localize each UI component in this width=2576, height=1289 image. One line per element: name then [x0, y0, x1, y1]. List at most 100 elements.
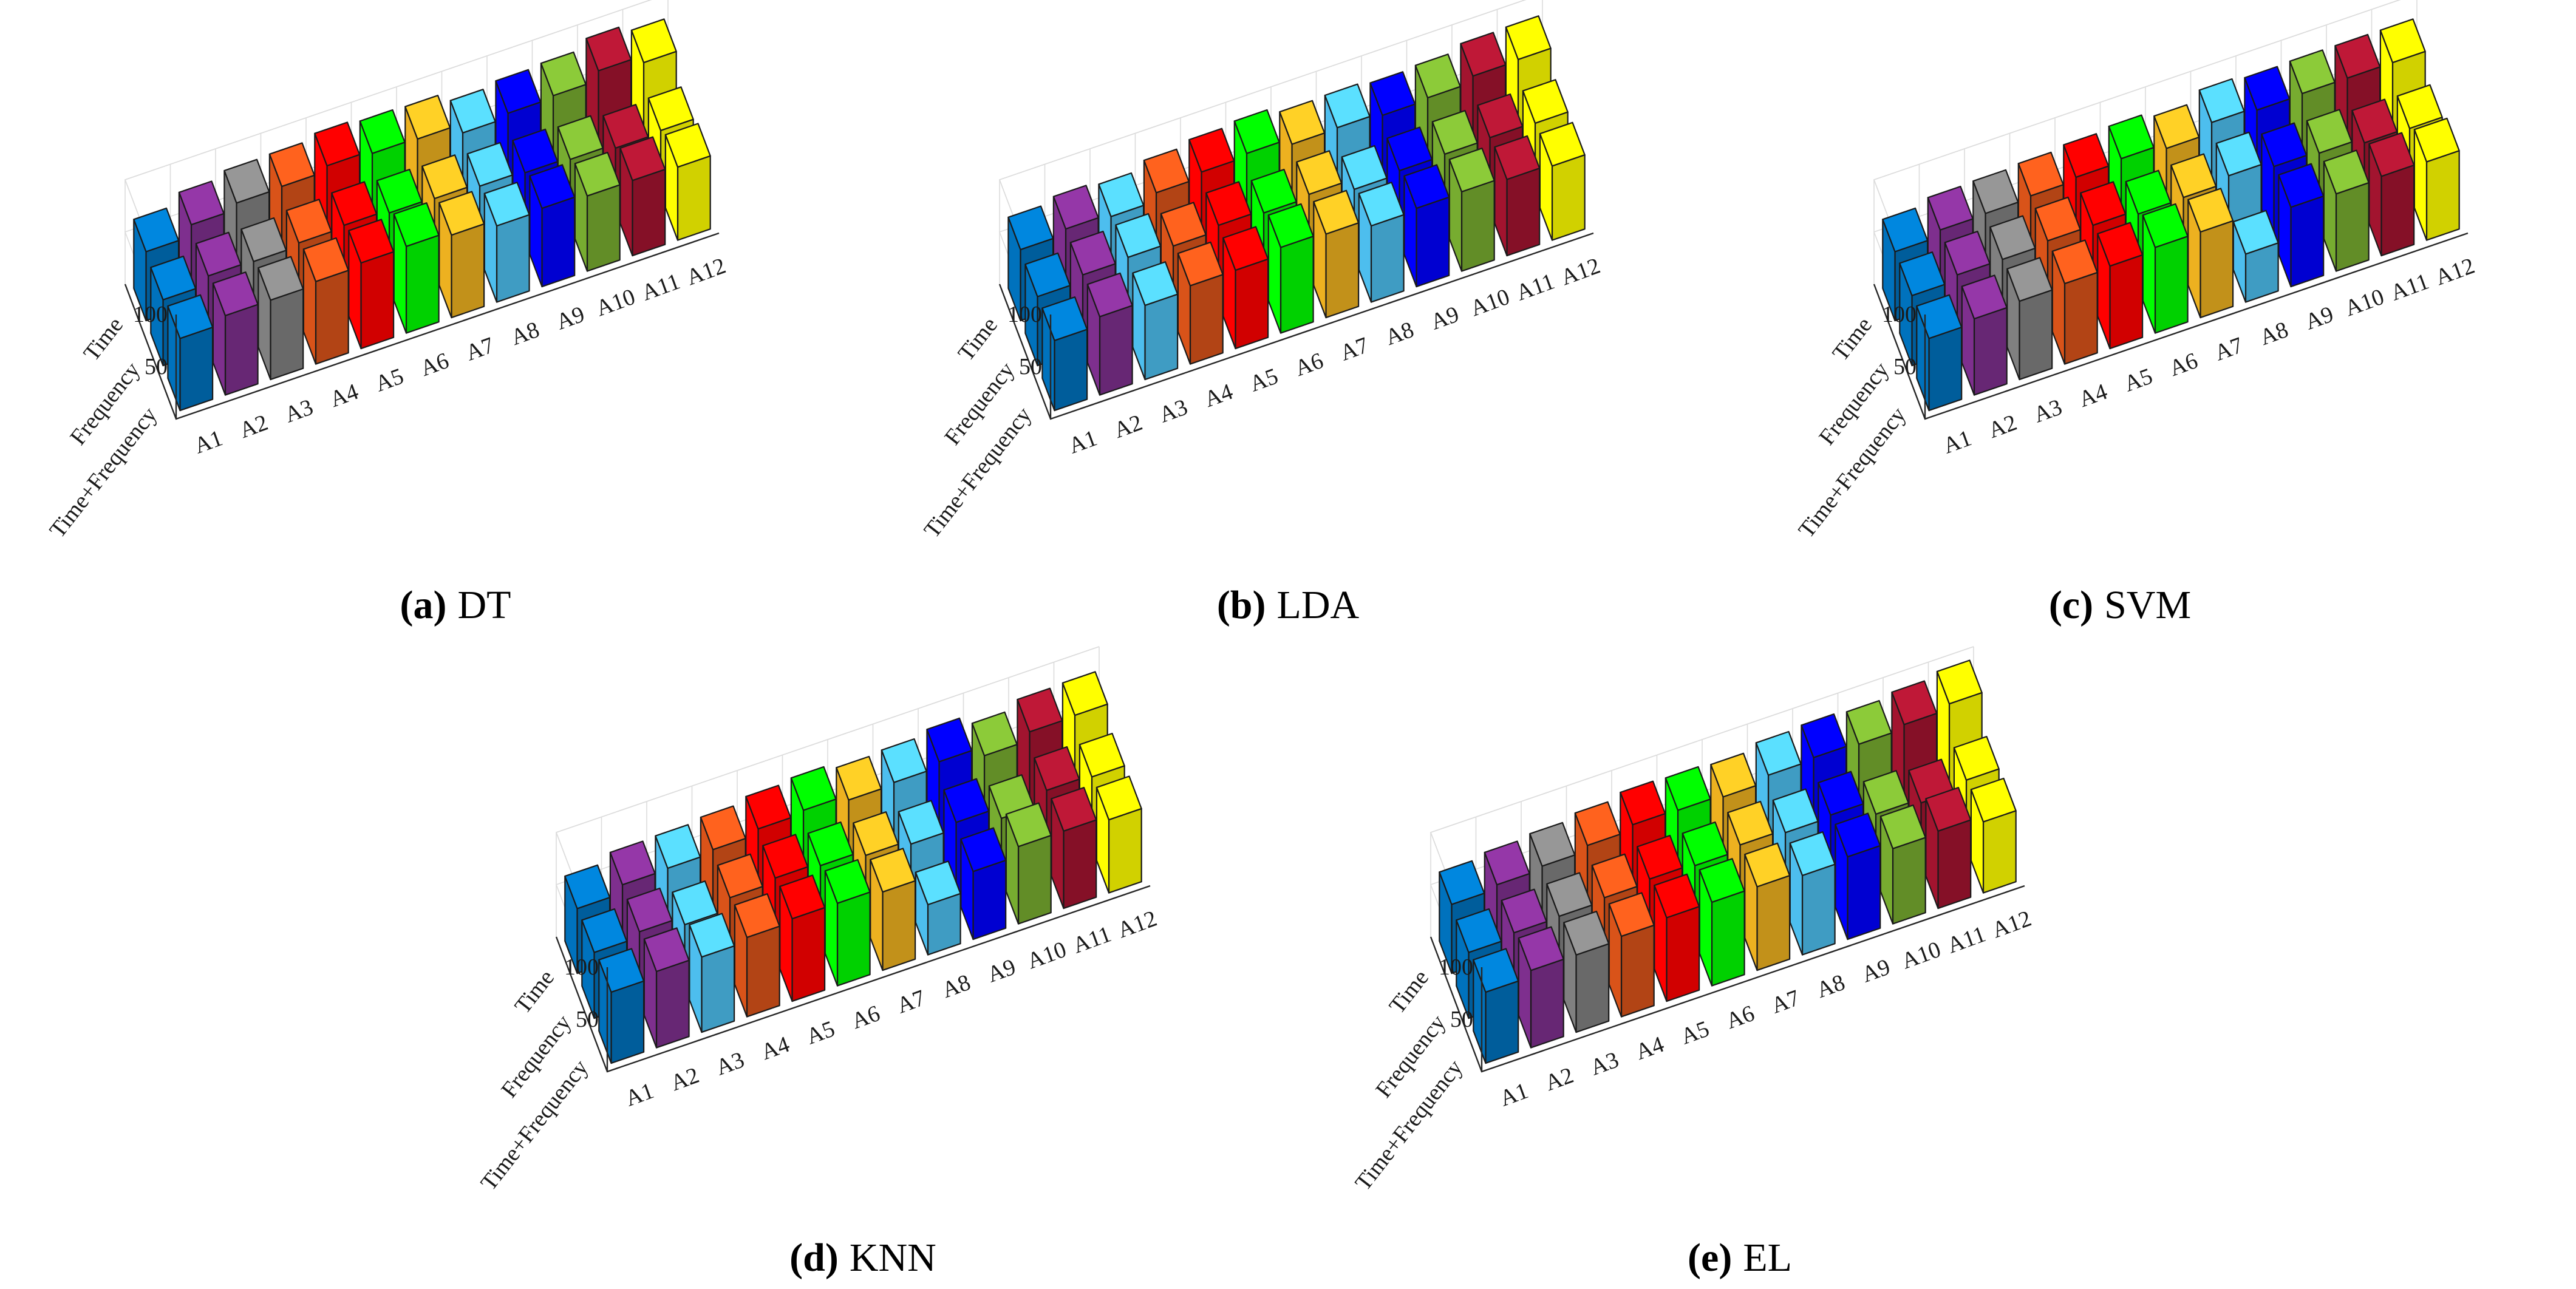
bar-top-face — [540, 51, 587, 97]
bar — [1879, 804, 1926, 925]
z-tick-label: 50 — [1450, 1007, 1473, 1032]
bar-top-face — [2108, 114, 2155, 160]
category-tick-label: A6 — [1723, 1001, 1758, 1034]
bar-top-face — [717, 853, 763, 899]
category-tick-label: A12 — [1558, 253, 1604, 291]
bar-front-face — [1063, 819, 1097, 910]
bar-front-face — [746, 925, 780, 1018]
bar-top-face — [1069, 231, 1116, 276]
bar-top-face — [1529, 821, 1576, 867]
bar-top-face — [268, 142, 315, 188]
bar-front-face — [2380, 164, 2415, 257]
bar-top-face — [2278, 163, 2325, 208]
category-tick-label: A4 — [1632, 1032, 1668, 1065]
bar-front-face — [791, 906, 826, 1002]
bar-top-face — [1710, 752, 1757, 798]
category-tick-label: A11 — [1069, 921, 1115, 958]
bar-top-face — [700, 805, 746, 851]
bar-top-face — [1358, 182, 1405, 227]
bar-top-face — [1925, 786, 1972, 832]
bar-top-face — [1431, 110, 1478, 155]
bar — [348, 219, 395, 350]
bar-top-face — [1403, 164, 1450, 209]
z-tick-label: 100 — [1439, 954, 1473, 980]
category-tick-label: A7 — [462, 332, 497, 366]
bar — [1177, 241, 1224, 365]
bar-front-face — [2199, 220, 2234, 319]
bar-top-face — [331, 181, 378, 226]
bar-front-face — [1017, 834, 1052, 925]
bar — [1132, 261, 1179, 381]
bar — [1961, 274, 2008, 396]
bar-top-face — [564, 864, 611, 910]
category-tick-label: A10 — [1898, 937, 1944, 974]
series-tick-label: Time — [78, 313, 128, 366]
category-tick-label: A8 — [1382, 317, 1417, 350]
bar-top-face — [2097, 222, 2144, 267]
bar-top-face — [1222, 226, 1269, 271]
category-tick-label: A5 — [2121, 363, 2156, 396]
bar — [1313, 189, 1360, 319]
bar-top-face — [466, 141, 513, 187]
category-tick-label: A10 — [593, 284, 639, 322]
bar — [1095, 775, 1142, 894]
bar — [960, 827, 1007, 940]
category-tick-label: A5 — [372, 363, 407, 396]
bar-top-face — [438, 191, 485, 236]
bar-front-face — [586, 184, 621, 272]
bar — [1403, 164, 1450, 288]
bar-front-face — [2019, 289, 2053, 381]
caption-b: (b) LDA — [1217, 583, 1360, 627]
bar — [529, 164, 576, 288]
bar-top-face — [150, 256, 197, 301]
bar-top-face — [2396, 84, 2443, 129]
bar-top-face — [898, 800, 944, 845]
category-tick-label: A2 — [1985, 410, 2020, 443]
bar — [1494, 135, 1541, 257]
bar-front-face — [1928, 326, 1963, 412]
bar-top-face — [1052, 185, 1099, 230]
bar-top-face — [2051, 239, 2098, 285]
category-tick-label: A12 — [1989, 906, 2035, 944]
category-tick-label: A9 — [2302, 301, 2337, 335]
bar-top-face — [2198, 78, 2245, 123]
bar-top-face — [557, 115, 604, 160]
bar — [574, 152, 621, 272]
bar-front-face — [1575, 943, 1610, 1033]
bar — [1358, 182, 1405, 303]
bar-top-face — [655, 824, 701, 869]
category-tick-label: A7 — [1768, 985, 1803, 1018]
bar-front-face — [655, 959, 690, 1049]
category-tick-label: A12 — [2432, 253, 2478, 291]
bar-top-face — [1115, 213, 1162, 258]
bar — [1518, 926, 1564, 1049]
bar-top-face — [529, 164, 576, 209]
bar-front-face — [224, 304, 259, 396]
bar-top-face — [348, 219, 395, 264]
bar-top-face — [1341, 145, 1388, 190]
category-tick-label: A11 — [1513, 268, 1558, 305]
z-tick-label: 100 — [564, 954, 599, 980]
bar-top-face — [971, 711, 1018, 757]
series-tick-label: Time — [1827, 313, 1877, 366]
bar-top-face — [643, 927, 690, 973]
bar-top-face — [1953, 735, 2000, 781]
bar — [1654, 873, 1700, 1002]
bar-top-face — [1654, 873, 1700, 919]
bar-top-face — [1005, 802, 1052, 848]
caption-e: (e) EL — [1688, 1236, 1792, 1280]
bar — [1473, 948, 1519, 1064]
bar-top-face — [2289, 49, 2336, 95]
bar-front-face — [1801, 863, 1836, 956]
bar — [2097, 222, 2144, 350]
category-tick-label: A3 — [712, 1047, 748, 1080]
bar — [2142, 203, 2189, 334]
bar-top-face — [2323, 149, 2370, 195]
bar-front-face — [2425, 150, 2460, 241]
bar-front-face — [1982, 810, 2017, 894]
bar-front-face — [1551, 154, 1586, 241]
bar-top-face — [1098, 172, 1145, 217]
bar-top-face — [1682, 821, 1728, 866]
